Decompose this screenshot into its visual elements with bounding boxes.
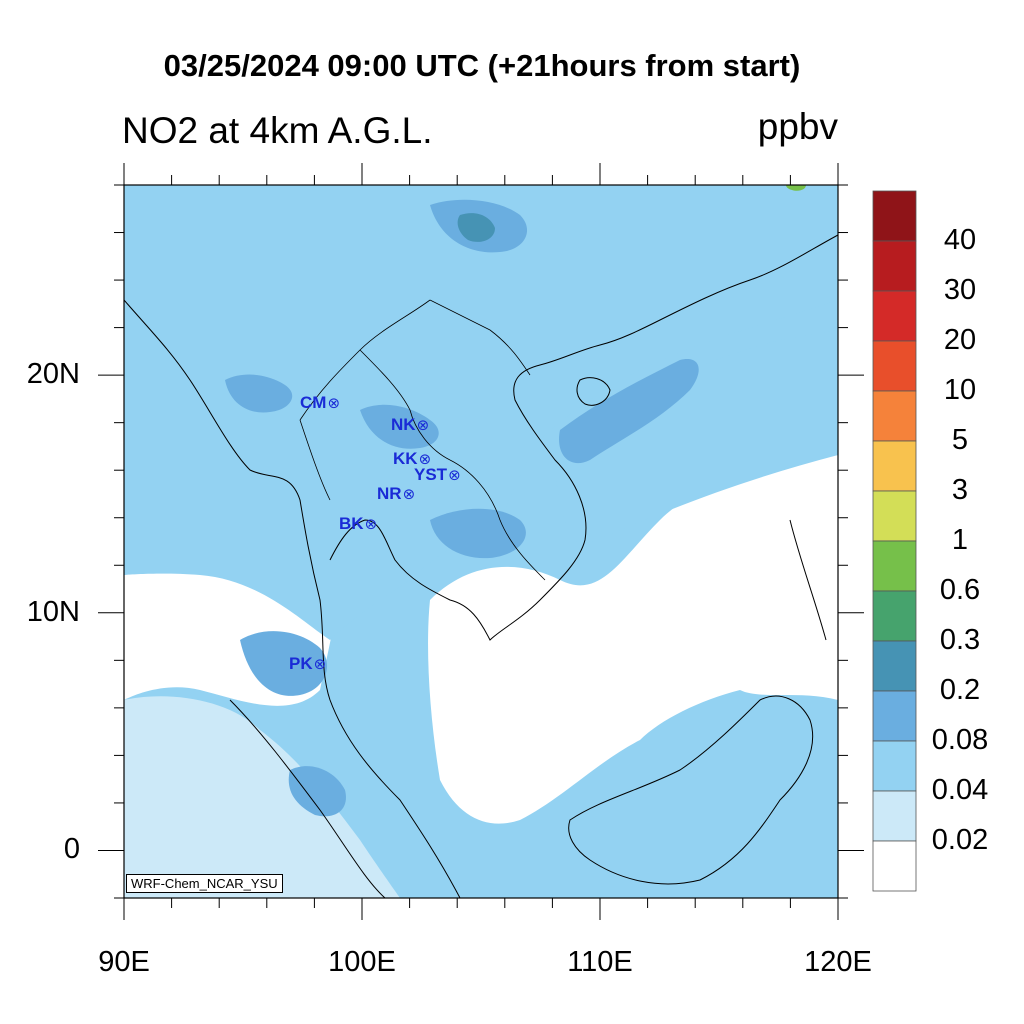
station-symbol-icon: ⊗ [402, 486, 416, 503]
axis-ticks [98, 163, 864, 920]
station-symbol-icon: ⊗ [416, 417, 430, 434]
station-marker-kk: KK⊗ [393, 449, 431, 469]
station-symbol-icon: ⊗ [364, 516, 378, 533]
field-region-high [559, 359, 699, 464]
country-borders [299, 299, 546, 581]
field-region-mid [124, 185, 838, 640]
station-marker-bk: BK⊗ [339, 514, 377, 534]
lat-tick-label: 0 [63, 833, 80, 866]
lat-tick-label: 10N [26, 595, 80, 628]
station-marker-nr: NR⊗ [377, 484, 415, 504]
station-code: NK [391, 415, 416, 434]
field-region-low [428, 455, 838, 824]
units-label: ppbv [757, 106, 838, 147]
colorbar-segment [872, 390, 917, 442]
colorbar-segment [872, 440, 917, 492]
colorbar-tick-label: 40 [943, 224, 977, 256]
colorbar-tick-label: 1 [951, 524, 969, 556]
variable-subtitle: NO2 at 4km A.G.L. [122, 110, 433, 151]
station-symbol-icon: ⊗ [313, 656, 327, 673]
lon-tick-label: 110E [567, 946, 633, 978]
field-region-high [225, 374, 293, 413]
station-code: NR [377, 484, 402, 503]
colorbar-segment [872, 190, 917, 242]
colorbar-tick-label: 30 [943, 274, 977, 306]
station-code: BK [339, 514, 364, 533]
colorbar-segment [872, 240, 917, 292]
colorbar-tick-label: 0.04 [931, 774, 989, 806]
colorbar-tick-label: 0.6 [939, 574, 981, 606]
colorbar-tick-label: 5 [951, 424, 969, 456]
colorbar-segment [872, 290, 917, 342]
station-code: PK [289, 654, 313, 673]
field-region-mid [124, 696, 400, 898]
station-symbol-icon: ⊗ [418, 451, 432, 468]
concentration-field [124, 185, 838, 898]
station-code: KK [393, 449, 418, 468]
model-credit-label: WRF-Chem_NCAR_YSU [126, 874, 283, 893]
field-region-peak-green [786, 185, 806, 191]
field-region-mid [556, 330, 838, 545]
colorbar-tick-label: 0.02 [931, 824, 989, 856]
field-region-peak [457, 213, 495, 242]
field-region-high [288, 766, 346, 817]
lon-tick-label: 90E [98, 946, 150, 978]
colorbar-segment [872, 640, 917, 692]
station-marker-nk: NK⊗ [391, 415, 429, 435]
colorbar-tick-label: 3 [951, 474, 969, 506]
field-region-high [360, 404, 439, 449]
map-title: 03/25/2024 09:00 UTC (+21hours from star… [163, 48, 801, 83]
station-symbol-icon: ⊗ [327, 395, 341, 412]
station-marker-pk: PK⊗ [289, 654, 326, 674]
colorbar-segment [872, 690, 917, 742]
colorbar-tick-label: 20 [943, 324, 977, 356]
colorbar-tick-label: 0.3 [939, 624, 981, 656]
colorbar-segment [872, 340, 917, 392]
colorbar-segment [872, 790, 917, 842]
station-symbol-icon: ⊗ [448, 467, 461, 484]
colorbar-segment [872, 540, 917, 592]
colorbar-tick-label: 0.2 [939, 674, 981, 706]
colorbar-tick-label: 10 [943, 374, 977, 406]
field-region-high [240, 631, 328, 696]
coastlines [124, 234, 838, 898]
plot-frame [123, 184, 839, 899]
lat-tick-label: 20N [26, 358, 80, 391]
station-code: CM [300, 393, 327, 412]
station-marker-cm: CM⊗ [300, 393, 340, 413]
station-marker-yst: YST⊗ [414, 465, 461, 485]
colorbar-tick-label: 0.08 [931, 724, 989, 756]
lon-tick-label: 120E [804, 946, 872, 978]
colorbar-segment [872, 840, 917, 892]
colorbar-segment [872, 490, 917, 542]
station-code: YST [414, 465, 448, 484]
field-region-high [430, 508, 526, 559]
lon-tick-label: 100E [328, 946, 396, 978]
colorbar-segment [872, 740, 917, 792]
colorbar [872, 190, 917, 892]
colorbar-segment [872, 590, 917, 642]
